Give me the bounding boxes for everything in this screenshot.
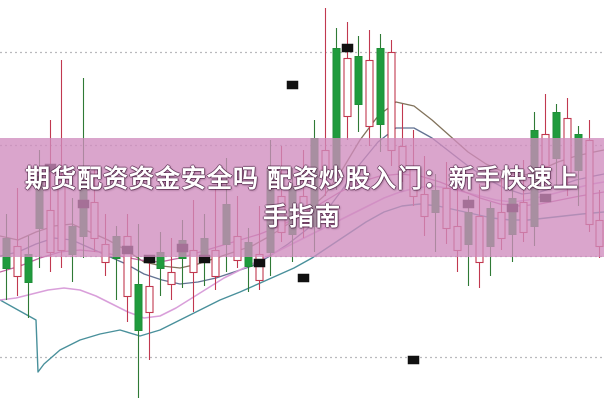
candlestick-chart bbox=[0, 8, 604, 398]
chart-image-root: 期货配资资金安全吗 配资炒股入门：新手快速上 手指南 bbox=[0, 8, 604, 398]
